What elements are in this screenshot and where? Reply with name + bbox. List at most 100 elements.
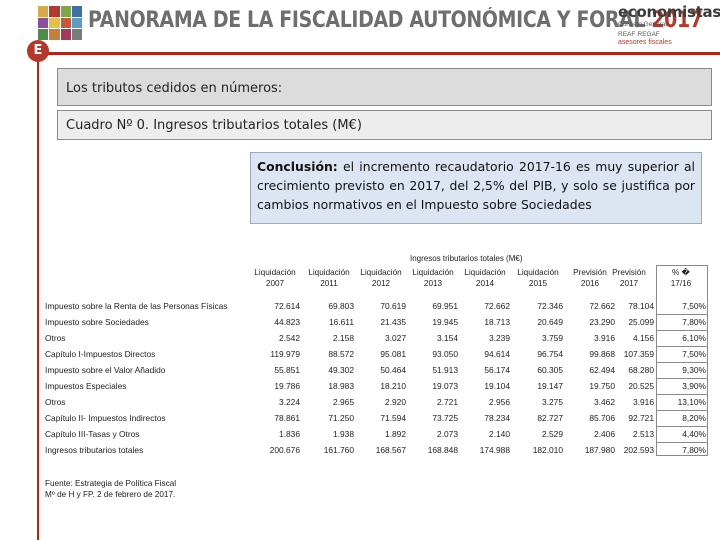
table-cell: 60.305 <box>537 365 563 375</box>
header-title: PANORAMA DE LA FISCALIDAD AUTONÓMICA Y F… <box>88 8 703 33</box>
table-title: Cuadro Nº 0. Ingresos tributarios totale… <box>57 110 712 140</box>
brand-logo: economistas Consejo General REAF·REGAF a… <box>618 3 720 47</box>
column-header-line-1: Liquidación <box>254 268 296 277</box>
pct-column-frame <box>656 265 708 456</box>
table-cell: 72.662 <box>589 301 615 311</box>
table-cell: 3.275 <box>542 397 563 407</box>
table-cell: 4.156 <box>633 333 654 343</box>
table-cell: 1.836 <box>279 429 300 439</box>
table-cell: 3.239 <box>489 333 510 343</box>
row-divider <box>656 426 708 427</box>
table-cell: 23.290 <box>589 317 615 327</box>
column-header: Previsión 2017 <box>602 267 656 289</box>
table-cell: 119.979 <box>270 349 300 359</box>
source-line-1: Fuente: Estrategia de Política Fiscal <box>45 479 177 488</box>
header-year: 2017 <box>651 8 703 33</box>
table-row-label: Impuesto sobre Sociedades <box>45 317 149 327</box>
source-note: Fuente: Estrategia de Política Fiscal Mº… <box>45 478 176 500</box>
table-cell: 3.916 <box>594 333 615 343</box>
table-row-label: Ingresos tributarios totales <box>45 445 144 455</box>
column-header: Liquidación 2015 <box>511 267 565 289</box>
table-row-label: Otros <box>45 397 66 407</box>
table-row-label: Otros <box>45 333 66 343</box>
column-header: Liquidación 2013 <box>406 267 460 289</box>
table-cell: 69.803 <box>328 301 354 311</box>
column-header-line-1: Previsión <box>612 268 646 277</box>
brand-subtitle: Consejo General <box>618 21 667 28</box>
table-cell: 73.725 <box>432 413 458 423</box>
table-row-label: Impuesto sobre el Valor Añadido <box>45 365 166 375</box>
table-cell: 49.302 <box>328 365 354 375</box>
conclusion-text: el incremento recaudatorio 2017-16 es mu… <box>257 159 695 212</box>
row-divider <box>656 314 708 315</box>
table-cell: 161.760 <box>323 445 354 455</box>
column-header-line-2: 2014 <box>475 279 495 288</box>
table-cell: 202.593 <box>623 445 654 455</box>
table-row-label: Capítulo III-Tasas y Otros <box>45 429 140 439</box>
conclusion-box: Conclusión: el incremento recaudatorio 2… <box>250 152 702 224</box>
table-cell: 20.649 <box>537 317 563 327</box>
table-cell: 51.913 <box>432 365 458 375</box>
table-cell: 2.920 <box>385 397 406 407</box>
table-cell: 187.980 <box>584 445 615 455</box>
table-cell: 3.224 <box>279 397 300 407</box>
table-cell: 18.983 <box>328 381 354 391</box>
column-header-line-2: 2011 <box>320 279 338 288</box>
table-cell: 19.945 <box>432 317 458 327</box>
column-header-line-1: % � <box>672 268 690 277</box>
row-divider <box>656 410 708 411</box>
table-cell: 3.759 <box>542 333 563 343</box>
table-cell: 2.073 <box>437 429 458 439</box>
table-cell: 2.406 <box>594 429 615 439</box>
table-cell: 2.140 <box>489 429 510 439</box>
table-cell: 174.988 <box>479 445 510 455</box>
table-cell: 96.754 <box>537 349 563 359</box>
table-caption: Ingresos tributarios totales (M€) <box>410 254 523 263</box>
row-divider <box>656 378 708 379</box>
table-pct-cell: 7,80% <box>682 445 706 455</box>
economistas-badge-icon: E <box>27 40 49 62</box>
conclusion-label: Conclusión: <box>257 159 338 174</box>
table-cell: 21.435 <box>380 317 406 327</box>
table-cell: 72.662 <box>484 301 510 311</box>
table-cell: 2.965 <box>333 397 354 407</box>
column-header-line-1: Liquidación <box>464 268 506 277</box>
table-cell: 3.462 <box>594 397 615 407</box>
table-pct-cell: 6,10% <box>682 333 706 343</box>
header-title-text: PANORAMA DE LA FISCALIDAD AUTONÓMICA Y F… <box>88 8 646 33</box>
row-divider <box>656 362 708 363</box>
table-cell: 182.010 <box>532 445 563 455</box>
column-header-line-2: 2017 <box>619 279 639 288</box>
table-cell: 2.513 <box>633 429 654 439</box>
table-cell: 18.210 <box>380 381 406 391</box>
column-header: Liquidación 2012 <box>354 267 408 289</box>
table-cell: 168.848 <box>427 445 458 455</box>
column-header: Liquidación 2007 <box>248 267 302 289</box>
column-header: Liquidación 2011 <box>302 267 356 289</box>
source-line-2: Mº de H y FP. 2 de febrero de 2017. <box>45 490 176 499</box>
table-pct-cell: 13,10% <box>677 397 706 407</box>
table-cell: 78.234 <box>484 413 510 423</box>
table-cell: 72.346 <box>537 301 563 311</box>
column-header: Liquidación 2014 <box>458 267 512 289</box>
table-cell: 78.861 <box>274 413 300 423</box>
table-cell: 3.154 <box>437 333 458 343</box>
table-cell: 2.956 <box>489 397 510 407</box>
column-header-line-2: 17/16 <box>670 279 692 288</box>
table-cell: 62.494 <box>589 365 615 375</box>
table-cell: 1.938 <box>333 429 354 439</box>
column-header-line-2: 2012 <box>371 279 391 288</box>
table-cell: 18.713 <box>484 317 510 327</box>
table-cell: 72.614 <box>274 301 300 311</box>
column-header-line-1: Liquidación <box>308 268 350 277</box>
table-cell: 94.614 <box>484 349 510 359</box>
table-cell: 1.892 <box>385 429 406 439</box>
table-cell: 93.050 <box>432 349 458 359</box>
brand-org: REAF·REGAF <box>618 31 660 38</box>
logo-mosaic-icon <box>38 6 82 40</box>
section-title: Los tributos cedidos en números: <box>57 68 712 106</box>
table-cell: 19.073 <box>432 381 458 391</box>
table-cell: 88.572 <box>328 349 354 359</box>
table-cell: 2.542 <box>279 333 300 343</box>
column-header-line-1: Liquidación <box>517 268 559 277</box>
